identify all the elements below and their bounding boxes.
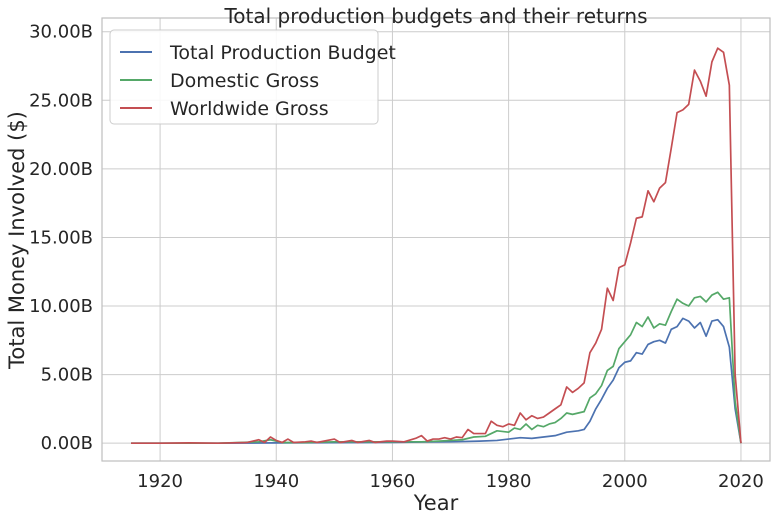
legend-box <box>109 29 379 125</box>
y-tick-label: 10.00B <box>29 296 93 317</box>
x-axis-title: Year <box>413 491 459 515</box>
series-line-2 <box>131 47 742 445</box>
y-axis-title: Total Money Involved ($) <box>5 111 29 370</box>
y-tick-labels: 0.00B 5.00B 10.00B 15.00B 20.00B 25.00B 30.00B <box>29 22 93 454</box>
chart-title: Total production budgets and their retur… <box>223 4 647 28</box>
y-tick-label: 0.00B <box>41 433 93 454</box>
plot-frame <box>101 17 771 462</box>
legend-label: Total Production Budget <box>169 42 396 64</box>
series-layer <box>131 47 742 445</box>
grid <box>102 18 770 461</box>
y-tick-label: 25.00B <box>29 90 93 111</box>
x-tick-labels: 1920 1940 1960 1980 2000 2020 <box>137 471 764 492</box>
legend-label: Worldwide Gross <box>170 98 329 120</box>
y-tick-label: 5.00B <box>41 365 93 386</box>
series-line-0 <box>131 317 742 445</box>
x-tick-label: 2000 <box>602 471 648 492</box>
y-tick-label: 30.00B <box>29 22 93 43</box>
x-tick-label: 1980 <box>486 471 532 492</box>
x-tick-label: 2020 <box>718 471 764 492</box>
x-tick-label: 1940 <box>253 471 299 492</box>
legend-label: Domestic Gross <box>170 70 319 92</box>
y-tick-label: 15.00B <box>29 227 93 248</box>
y-tick-label: 20.00B <box>29 159 93 180</box>
legend: Total Production Budget Domestic Gross Wor… <box>109 29 396 125</box>
x-tick-label: 1920 <box>137 471 183 492</box>
x-tick-label: 1960 <box>370 471 416 492</box>
